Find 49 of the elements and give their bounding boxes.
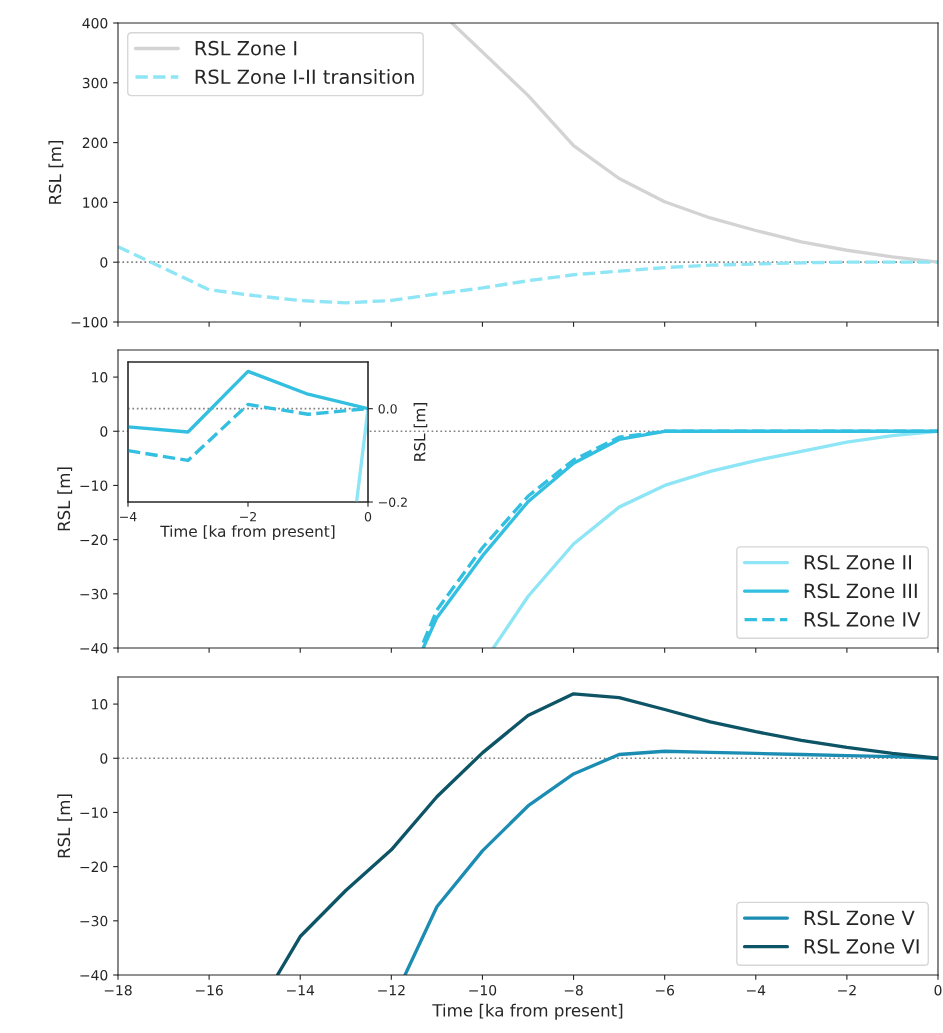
y-tick-label: 200 <box>82 137 108 149</box>
legend-label: RSL Zone IV <box>804 612 921 627</box>
x-tick-label: −18 <box>104 984 132 996</box>
x-axis-title: Time [ka from present] <box>432 1003 623 1020</box>
y-tick-label: −30 <box>80 588 108 600</box>
y-tick-label: 0 <box>100 257 108 268</box>
y2-tick-label: −0.2 <box>379 497 407 507</box>
y-tick-label: 100 <box>83 197 108 208</box>
x-tick-label: −14 <box>287 985 315 996</box>
x-tick-label: −10 <box>469 984 497 996</box>
y-tick-label: −40 <box>80 969 108 981</box>
legend-label: RSL Zone VI <box>804 939 919 954</box>
x-tick-label: −4 <box>120 512 137 522</box>
y-tick-label: −20 <box>80 534 108 546</box>
line-series <box>450 23 938 264</box>
y-axis-title: RSL [m] <box>48 140 64 204</box>
x-tick-label: −2 <box>240 511 256 522</box>
y2-tick-label: 0.0 <box>378 404 397 414</box>
y-tick-label: −20 <box>80 861 108 873</box>
legend-label: RSL Zone I-II transition <box>195 69 414 85</box>
y-tick-label: −40 <box>80 642 108 654</box>
y-tick-label: 300 <box>82 77 108 89</box>
x-tick-label: −2 <box>838 984 856 996</box>
y-tick-label: 0 <box>100 426 108 437</box>
x-tick-label: 0 <box>364 511 372 522</box>
legend-label: RSL Zone III <box>804 583 917 599</box>
line-series <box>118 244 938 305</box>
y-tick-label: −30 <box>80 915 108 927</box>
legend-label: RSL Zone I <box>195 40 297 56</box>
line-series <box>275 692 938 975</box>
x-tick-label: −4 <box>747 985 766 996</box>
y-tick-label: 400 <box>82 17 108 29</box>
x-axis-title: Time [ka from present] <box>160 525 335 540</box>
y-tick-label: −10 <box>80 480 108 491</box>
x-tick-label: −12 <box>378 984 405 996</box>
y-axis-title: RSL [m] <box>57 794 73 858</box>
y-tick-label: −100 <box>71 316 108 328</box>
x-tick-label: −6 <box>655 984 675 996</box>
legend-label: RSL Zone II <box>804 554 912 570</box>
y-tick-label: 10 <box>92 372 108 383</box>
y-axis-title: RSL [m] <box>57 467 73 531</box>
y2-axis-title: RSL [m] <box>413 403 428 461</box>
y-tick-label: 0 <box>100 753 108 764</box>
legend-label: RSL Zone V <box>804 910 915 926</box>
x-tick-label: 0 <box>934 984 942 996</box>
x-tick-label: −8 <box>564 984 583 996</box>
y-tick-label: −10 <box>80 807 108 818</box>
y-tick-label: 10 <box>92 699 108 710</box>
x-tick-label: −16 <box>195 984 223 996</box>
